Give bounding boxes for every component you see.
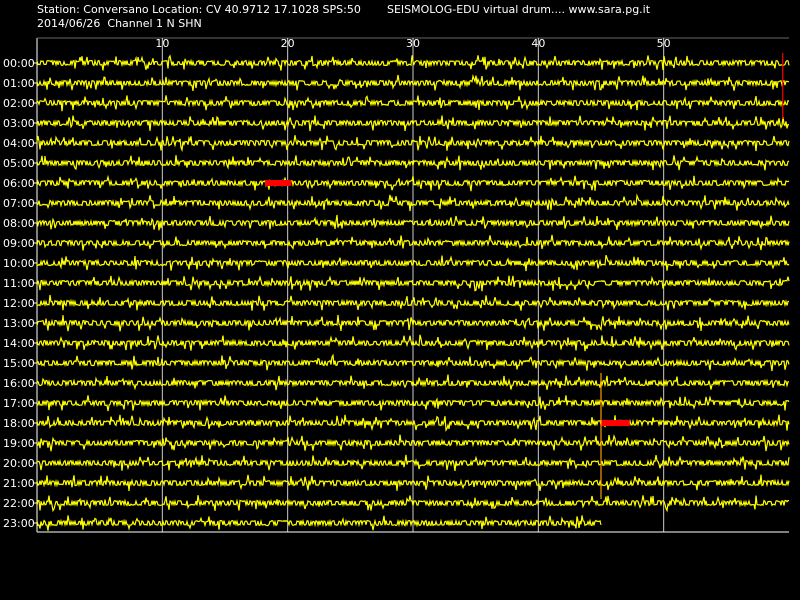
seismic-trace <box>36 334 790 352</box>
hour-label: 18:00 <box>3 417 35 430</box>
event-marker <box>265 180 292 186</box>
hour-label: 08:00 <box>3 217 35 230</box>
app-title: SEISMOLOG-EDU virtual drum.... www.sara.… <box>387 3 651 16</box>
seismic-trace <box>36 73 790 92</box>
seismic-trace <box>36 193 790 212</box>
seismic-trace <box>36 395 790 412</box>
hour-label: 17:00 <box>3 397 35 410</box>
event-marker <box>601 420 630 426</box>
hour-label: 21:00 <box>3 477 35 490</box>
seismic-trace <box>36 434 790 452</box>
seismic-trace <box>36 414 790 432</box>
hour-label: 01:00 <box>3 77 35 90</box>
seismic-trace <box>36 474 790 492</box>
seismic-trace <box>36 234 790 251</box>
minute-tick-label: 10 <box>155 37 169 50</box>
hour-label: 11:00 <box>3 277 35 290</box>
hour-label: 02:00 <box>3 97 35 110</box>
seismic-trace <box>36 353 790 372</box>
hour-label: 20:00 <box>3 457 35 470</box>
seismic-trace <box>36 154 790 171</box>
seismic-trace <box>36 454 790 471</box>
hour-label: 19:00 <box>3 437 35 450</box>
hour-label: 10:00 <box>3 257 35 270</box>
seismic-trace <box>36 135 790 153</box>
seismic-trace <box>36 515 602 531</box>
hour-label: 13:00 <box>3 317 35 330</box>
hour-label: 00:00 <box>3 57 35 70</box>
seismic-trace <box>36 495 789 513</box>
hour-label: 16:00 <box>3 377 35 390</box>
hour-label: 07:00 <box>3 197 35 210</box>
hour-label: 09:00 <box>3 237 35 250</box>
station-info: Station: Conversano Location: CV 40.9712… <box>37 3 361 16</box>
hour-label: 14:00 <box>3 337 35 350</box>
seismic-trace <box>36 214 790 231</box>
seismic-trace <box>36 254 790 272</box>
hour-label: 15:00 <box>3 357 35 370</box>
seismic-trace <box>36 294 790 311</box>
hour-label: 05:00 <box>3 157 35 170</box>
hour-label: 04:00 <box>3 137 35 150</box>
hour-label: 22:00 <box>3 497 35 510</box>
minute-tick-label: 30 <box>406 37 420 50</box>
hour-label: 12:00 <box>3 297 35 310</box>
seismic-trace <box>36 314 790 332</box>
seismic-trace <box>36 95 790 112</box>
minute-tick-label: 40 <box>531 37 545 50</box>
seismic-trace <box>36 174 790 192</box>
hour-label: 23:00 <box>3 517 35 530</box>
hour-label: 03:00 <box>3 117 35 130</box>
seismic-trace <box>36 274 790 292</box>
hour-label: 06:00 <box>3 177 35 190</box>
seismic-trace <box>36 54 790 71</box>
minute-tick-label: 50 <box>657 37 671 50</box>
seismic-trace <box>36 115 790 132</box>
seismic-trace <box>36 374 790 391</box>
date-channel: 2014/06/26 Channel 1 N SHN <box>37 17 202 30</box>
minute-tick-label: 20 <box>281 37 295 50</box>
